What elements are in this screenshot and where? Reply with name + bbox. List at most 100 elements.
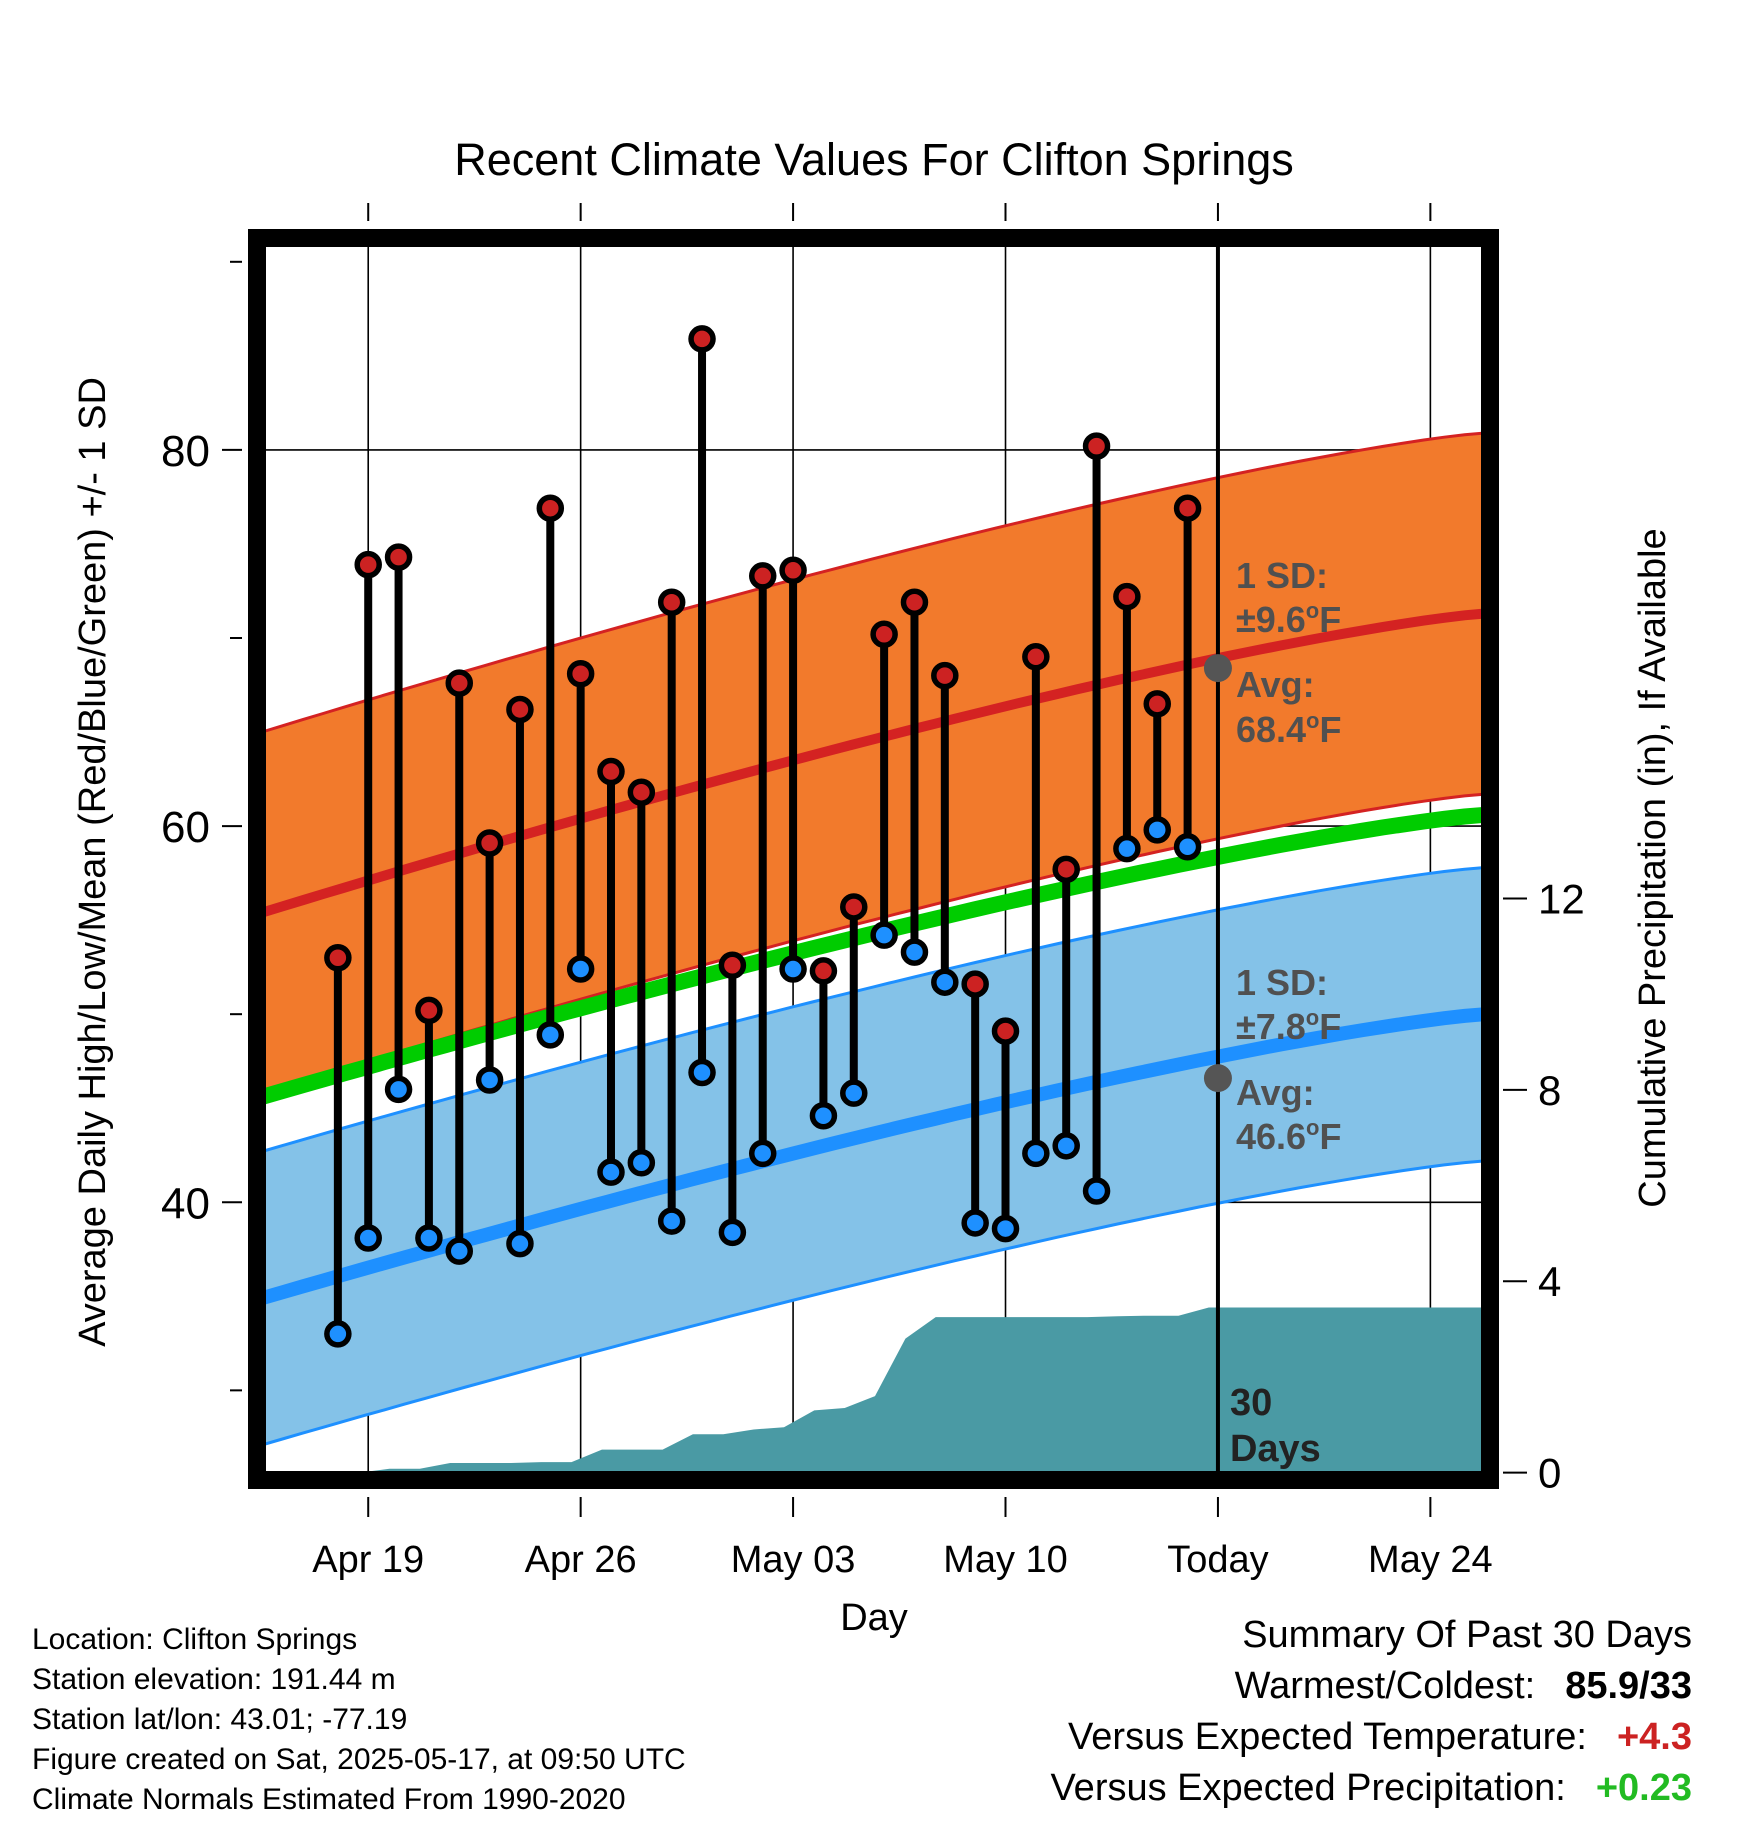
daily-high-point	[688, 325, 716, 353]
daily-low-point	[1173, 833, 1202, 861]
daily-high-point	[779, 556, 807, 585]
daily-high-point	[840, 893, 868, 921]
daily-high-point	[748, 562, 777, 590]
low-avg-annotation-unit: F	[1319, 1116, 1341, 1157]
daily-low-point	[688, 1058, 716, 1087]
daily-low-point	[718, 1218, 747, 1247]
daily-high-point	[1173, 494, 1202, 522]
high-sd-annotation-degree: o	[1306, 598, 1319, 623]
y-tick-label: 60	[161, 803, 210, 852]
y2-tick-label: 12	[1538, 875, 1585, 922]
station-info: Location: Clifton Springs Station elevat…	[32, 1620, 686, 1820]
y2-tick-label: 4	[1538, 1258, 1561, 1305]
daily-high-point	[718, 951, 747, 980]
temp-departure-value: +4.3	[1616, 1716, 1692, 1758]
x-tick-label: Apr 19	[312, 1539, 424, 1581]
daily-high-point	[597, 757, 625, 786]
daily-high-point	[506, 695, 534, 724]
high-sd-annotation-unit: F	[1319, 599, 1341, 640]
daily-high-point	[900, 588, 929, 617]
daily-low-point	[1022, 1139, 1050, 1168]
daily-high-point	[931, 661, 959, 690]
y-axis-label: Average Daily High/Low/Mean (Red/Blue/Gr…	[72, 377, 114, 1347]
daily-high-point	[475, 829, 504, 857]
daily-low-point	[627, 1149, 656, 1177]
precip-departure-label: Versus Expected Precipitation:	[1050, 1767, 1566, 1809]
high-avg-annotation-label: Avg:	[1236, 664, 1315, 705]
y-tick-label: 80	[161, 427, 210, 476]
daily-low-point	[961, 1209, 989, 1237]
daily-high-point	[324, 943, 352, 972]
low-sd-annotation-label: 1 SD:	[1236, 962, 1328, 1003]
daily-high-point	[870, 620, 898, 648]
x-tick-label: May 10	[943, 1539, 1068, 1581]
daily-high-point	[1113, 582, 1141, 611]
daily-high-point	[536, 494, 565, 522]
daily-low-point	[415, 1224, 443, 1252]
low-sd-annotation-unit: F	[1319, 1006, 1341, 1047]
high-sd-band	[262, 433, 1485, 1094]
low-sd-annotation-degree: o	[1306, 1005, 1319, 1030]
x-tick-label: May 24	[1368, 1539, 1493, 1581]
high-sd-annotation-value: ±9.6	[1236, 599, 1306, 640]
high-avg-annotation-unit: F	[1319, 709, 1341, 750]
high-avg-annotation: 68.4oF	[1236, 708, 1342, 750]
daily-high-point	[991, 1017, 1020, 1045]
x-tick-label: Apr 26	[525, 1539, 637, 1581]
temp-departure-label: Versus Expected Temperature:	[1068, 1716, 1587, 1758]
daily-low-point	[1113, 834, 1141, 863]
high-avg-annotation-degree: o	[1306, 708, 1319, 733]
low-avg-annotation-degree: o	[1306, 1115, 1319, 1140]
daily-high-point	[961, 970, 989, 998]
x-tick-label: May 03	[731, 1539, 856, 1581]
daily-low-point	[900, 938, 929, 966]
normals-text: Climate Normals Estimated From 1990-2020	[32, 1783, 626, 1816]
daily-low-point	[657, 1207, 686, 1235]
warmest-coldest-label: Warmest/Coldest:	[1234, 1665, 1536, 1707]
daily-low-point	[536, 1021, 565, 1049]
low-sd-upper-edge	[261, 866, 1486, 1153]
y2-axis-label: Cumulative Precipitation (in), If Availa…	[1632, 528, 1674, 1207]
daily-low-point	[354, 1224, 382, 1252]
low-sd-annotation-value: ±7.8	[1236, 1006, 1306, 1047]
daily-high-point	[1082, 432, 1111, 460]
daily-high-point	[445, 669, 474, 697]
y2-tick-label: 0	[1538, 1450, 1561, 1497]
daily-low-point	[384, 1075, 413, 1104]
daily-low-point	[870, 921, 898, 949]
daily-low-point	[809, 1101, 838, 1130]
daily-low-point	[324, 1320, 352, 1348]
precip-area	[298, 1307, 1485, 1473]
low-avg-annotation: 46.6oF	[1236, 1115, 1342, 1157]
high-avg-annotation-value: 68.4	[1236, 709, 1306, 750]
created-text: Figure created on Sat, 2025-05-17, at 09…	[32, 1743, 686, 1776]
daily-high-point	[1022, 643, 1050, 671]
summary-heading: Summary Of Past 30 Days	[1242, 1614, 1692, 1656]
days-annotation-number: 30	[1230, 1382, 1272, 1424]
axes: 40 60 80 0 4 8 12 Apr 19 Apr 26 May 03 May 10 Today…	[161, 203, 1585, 1581]
elevation-text: Station elevation: 191.44 m	[32, 1663, 396, 1696]
daily-low-point	[779, 955, 807, 983]
low-avg-annotation-label: Avg:	[1236, 1072, 1315, 1113]
low-avg-annotation-value: 46.6	[1236, 1116, 1306, 1157]
low-sd-lower-edge	[261, 1159, 1486, 1447]
high-sd-annotation-label: 1 SD:	[1236, 555, 1328, 596]
daily-high-point	[809, 957, 838, 985]
normal-high-line	[260, 608, 1486, 918]
daily-low-point	[1052, 1132, 1080, 1160]
daily-high-point	[415, 996, 443, 1025]
daily-high-point	[1143, 690, 1171, 718]
precip-departure-value: +0.23	[1595, 1767, 1692, 1809]
days-annotation-word: Days	[1230, 1428, 1321, 1470]
daily-low-point	[566, 955, 595, 983]
daily-high-point	[384, 543, 413, 571]
daily-low-point	[506, 1229, 534, 1258]
daily-low-point	[931, 968, 959, 996]
daily-high-point	[354, 550, 382, 579]
chart-title: Recent Climate Values For Clifton Spring…	[454, 134, 1294, 185]
low-avg-marker	[1203, 1064, 1232, 1093]
y-tick-label: 40	[161, 1179, 210, 1228]
daily-low-point	[597, 1158, 625, 1186]
x-axis-label: Day	[840, 1597, 908, 1639]
